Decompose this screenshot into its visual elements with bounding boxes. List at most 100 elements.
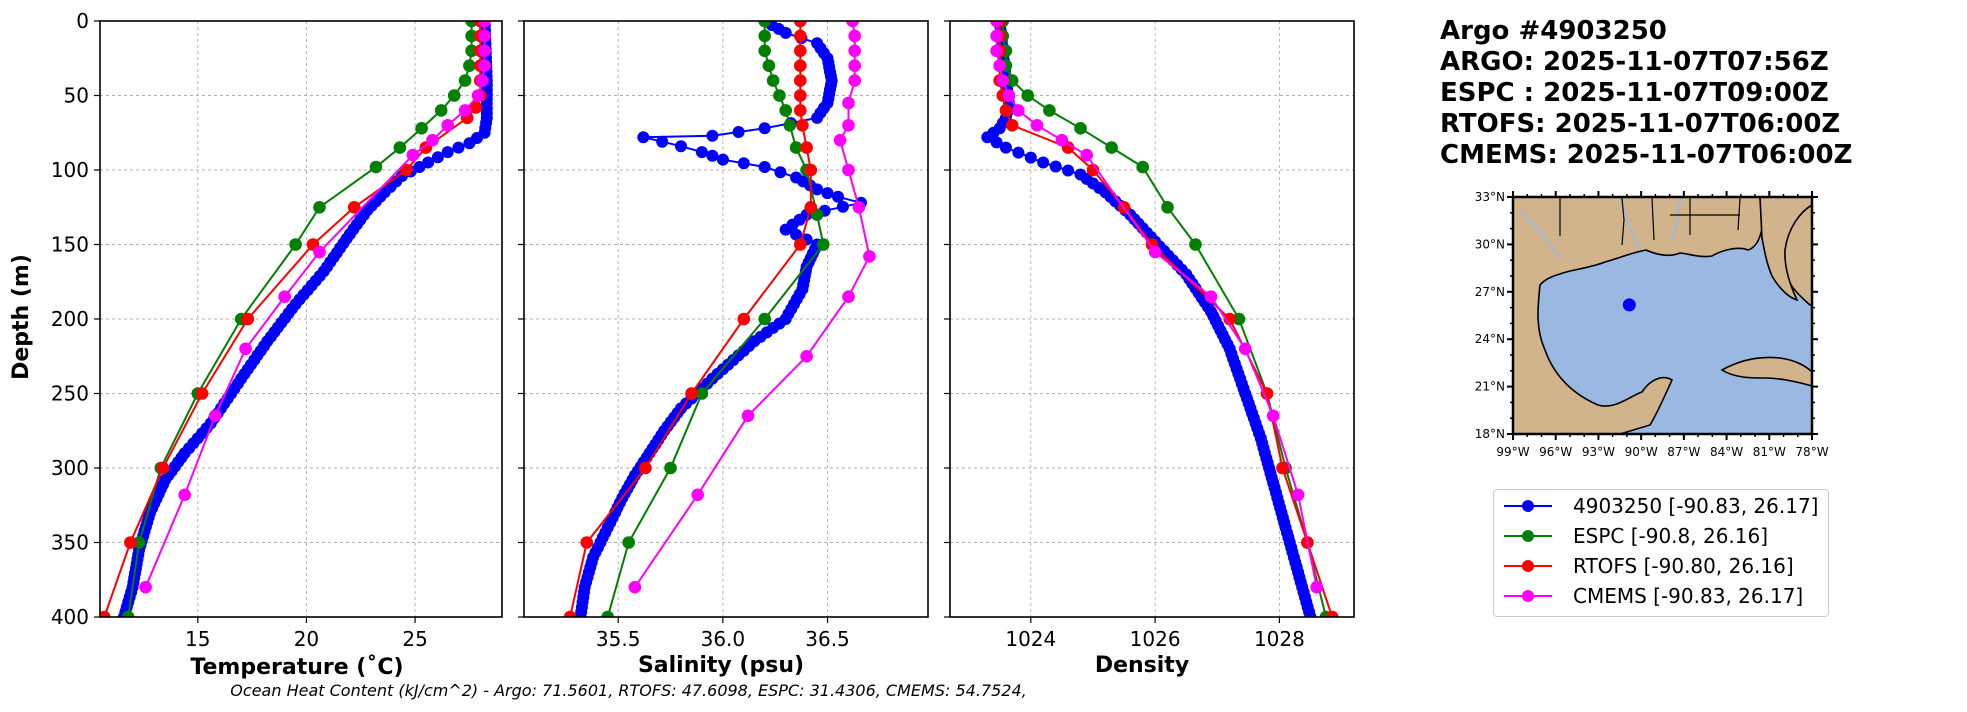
point-espc-10 — [1161, 201, 1174, 214]
y-tick-label-50: 50 — [64, 84, 89, 108]
point-cmems-13 — [208, 409, 222, 423]
point-cmems-0 — [846, 21, 859, 28]
point-rtofs-13 — [195, 387, 209, 400]
point-4903250-42 — [836, 200, 849, 213]
y-tick-label-150: 150 — [51, 233, 89, 257]
legend: 4903250 [-90.83, 26.17] ESPC [-90.8, 26.… — [1493, 489, 1829, 617]
legend-label-argo: 4903250 [-90.83, 26.17] — [1573, 494, 1819, 518]
legend-item-cmems: CMEMS [-90.83, 26.17] — [1504, 582, 1824, 612]
point-cmems-0 — [990, 21, 1003, 28]
point-cmems-15 — [139, 580, 152, 594]
legend-label-rtofs: RTOFS [-90.80, 26.16] — [1573, 554, 1794, 578]
point-cmems-12 — [800, 350, 813, 363]
point-espc-7 — [783, 119, 797, 132]
point-4903250-29 — [431, 151, 444, 164]
point-cmems-4 — [848, 74, 861, 87]
point-cmems-8 — [426, 133, 439, 147]
point-4903250-26 — [463, 137, 476, 150]
point-espc-4 — [1005, 74, 1019, 87]
y-tick-label-400: 400 — [51, 605, 89, 629]
footer-caption: Ocean Heat Content (kJ/cm^2) - Argo: 71.… — [0, 681, 1967, 700]
point-cmems-15 — [1310, 580, 1323, 594]
y-tick-label-200: 200 — [51, 307, 89, 331]
point-cmems-5 — [471, 89, 485, 102]
point-espc-16 — [121, 610, 135, 617]
point-espc-12 — [1232, 312, 1246, 326]
map-lat-label: 30°N — [1475, 237, 1505, 251]
point-rtofs-10 — [804, 201, 818, 214]
point-4903250-34 — [774, 166, 787, 179]
point-rtofs-15 — [124, 536, 137, 549]
point-cmems-6 — [458, 104, 472, 117]
point-rtofs-9 — [804, 163, 818, 177]
map-lat-label: 24°N — [1475, 332, 1505, 346]
series-group — [100, 21, 493, 617]
point-espc-1 — [758, 29, 771, 43]
y-tick-label-300: 300 — [51, 456, 89, 480]
point-rtofs-3 — [794, 59, 807, 72]
point-4903250-40 — [832, 190, 844, 203]
point-cmems-10 — [863, 250, 876, 263]
point-rtofs-0 — [794, 21, 807, 28]
point-4903250-38 — [811, 183, 824, 196]
map-lon-label: 99°W — [1496, 445, 1529, 459]
map-lon-label: 84°W — [1710, 445, 1743, 459]
point-4903250-33 — [758, 161, 771, 173]
y-tick-label-250: 250 — [51, 382, 89, 406]
point-cmems-1 — [990, 29, 1003, 43]
x-axis-label-density: Density — [1095, 653, 1189, 678]
map-lon-label: 93°W — [1582, 445, 1615, 459]
point-4903250-29 — [695, 146, 708, 159]
point-4903250-129 — [574, 611, 587, 617]
point-cmems-5 — [842, 96, 855, 110]
point-cmems-10 — [313, 245, 326, 259]
point-rtofs-16 — [100, 610, 111, 617]
point-4903250-30 — [1049, 160, 1062, 173]
point-4903250-26 — [637, 131, 650, 144]
map-lon-label: 81°W — [1753, 445, 1786, 459]
point-cmems-9 — [1080, 148, 1093, 162]
point-cmems-14 — [1291, 488, 1305, 502]
point-rtofs-16 — [1325, 610, 1339, 617]
point-cmems-1 — [848, 29, 861, 43]
point-espc-10 — [313, 201, 326, 214]
point-rtofs-15 — [580, 536, 594, 549]
x-tick-label-36.5: 36.5 — [805, 627, 850, 651]
x-tick-label-36: 36.0 — [701, 627, 746, 651]
point-4903250-32 — [737, 157, 750, 170]
temperature-panel: 0 50 100 150 200 250 300 350 400 15 20 25 — [51, 9, 503, 651]
point-4903250-47 — [779, 223, 792, 236]
point-espc-2 — [465, 44, 478, 58]
point-espc-1 — [465, 29, 478, 43]
point-4903250-27 — [656, 135, 669, 148]
point-espc-11 — [817, 238, 830, 251]
point-rtofs-6 — [794, 104, 807, 117]
point-cmems-15 — [628, 580, 642, 594]
point-4903250-39 — [821, 187, 834, 200]
point-4903250-23 — [758, 122, 771, 135]
point-rtofs-8 — [800, 141, 813, 154]
point-rtofs-4 — [794, 74, 807, 87]
point-espc-4 — [458, 74, 472, 87]
title-rtofs-time: RTOFS: 2025-11-07T06:00Z — [1440, 109, 1841, 139]
point-4903250-31 — [1062, 164, 1075, 177]
title-argo-time: ARGO: 2025-11-07T07:56Z — [1440, 47, 1829, 77]
point-espc-7 — [1074, 122, 1087, 135]
point-cmems-11 — [842, 290, 855, 304]
point-espc-8 — [393, 141, 407, 154]
point-cmems-13 — [741, 409, 755, 423]
map-state-borders — [1559, 197, 1741, 246]
x-tick-label-1024: 1024 — [1005, 627, 1056, 651]
legend-item-rtofs: RTOFS [-90.80, 26.16] — [1504, 552, 1824, 582]
point-4903250-28 — [1024, 151, 1037, 164]
point-rtofs-13 — [1260, 387, 1274, 400]
point-cmems-1 — [478, 29, 491, 43]
point-espc-11 — [1189, 238, 1202, 251]
point-4903250-28 — [441, 146, 454, 159]
point-espc-9 — [369, 160, 383, 174]
series-group — [981, 21, 1339, 617]
point-cmems-9 — [406, 148, 420, 162]
point-rtofs-5 — [794, 89, 807, 102]
title-float-id: Argo #4903250 — [1440, 16, 1667, 46]
